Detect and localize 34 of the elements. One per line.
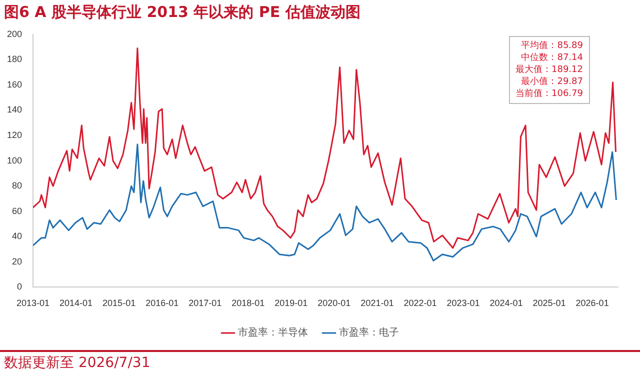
- x-tick-label: 2020-01: [318, 298, 351, 308]
- x-tick-label: 2016-01: [146, 298, 179, 308]
- y-tick-label: 80: [12, 180, 22, 191]
- legend-label: 市盈率：半导体: [238, 326, 308, 339]
- x-tick-label: 2014-01: [60, 298, 93, 308]
- chart-title: 图6 A 股半导体行业 2013 年以来的 PE 估值波动图: [4, 3, 360, 22]
- x-tick-label: 2018-01: [232, 298, 265, 308]
- x-tick-label: 2022-01: [404, 298, 437, 308]
- legend-label: 市盈率：电子: [339, 326, 399, 339]
- y-tick-label: 120: [6, 130, 22, 140]
- annotation: 最小值：29.87: [520, 76, 583, 88]
- y-tick-label: 180: [6, 54, 22, 64]
- y-tick-label: 140: [6, 104, 22, 115]
- y-tick-label: 20: [12, 256, 22, 266]
- annotation: 最大值：189.12: [516, 64, 583, 76]
- x-tick-label: 2019-01: [274, 298, 308, 308]
- y-tick-label: 60: [12, 206, 22, 216]
- y-tick-label: 100: [6, 155, 22, 166]
- y-tick-label: 200: [6, 28, 22, 39]
- y-tick-label: 0: [17, 282, 22, 292]
- y-tick-label: 40: [12, 231, 22, 242]
- x-tick-label: 2021-01: [360, 298, 394, 308]
- text: 数据更新至 2026/7/31: [0, 350, 640, 374]
- annotation: 中位数：87.14: [520, 52, 583, 64]
- x-tick-label: 2017-01: [188, 298, 222, 308]
- x-tick-label: 2015-01: [102, 298, 136, 308]
- x-tick-label: 2024-01: [490, 298, 523, 308]
- x-tick-label: 2023-01: [446, 298, 480, 308]
- x-tick-label: 2025-01: [532, 298, 566, 308]
- x-tick-label: 2026-01: [576, 298, 609, 308]
- x-tick-label: 2013-01: [16, 298, 50, 308]
- annotation: 当前值：106.79: [516, 88, 583, 100]
- y-tick-label: 160: [6, 79, 22, 90]
- annotation: 平均值：85.89: [520, 40, 583, 52]
